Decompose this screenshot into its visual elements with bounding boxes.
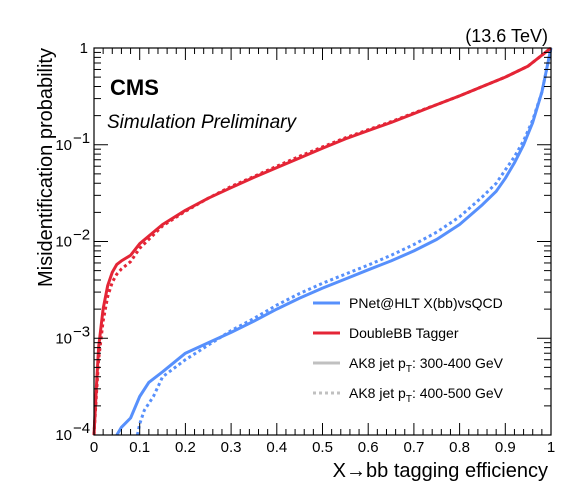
- y-axis-title: Misidentification probability: [35, 48, 57, 287]
- legend-label-3: AK8 jet pT: 400-500 GeV: [349, 385, 504, 405]
- y-tick-exponent: −3: [73, 323, 90, 340]
- series-line-1: [135, 47, 553, 436]
- x-tick-label: 1: [547, 439, 555, 456]
- x-tick-label: 0.7: [403, 439, 424, 456]
- y-tick-label: 1: [80, 40, 88, 57]
- x-tick-label: 0.1: [129, 439, 150, 456]
- series-layer: [92, 46, 553, 436]
- y-tick-exponent: −1: [73, 130, 90, 147]
- x-tick-label: 0: [90, 439, 98, 456]
- x-tick-label: 0.6: [358, 439, 379, 456]
- y-tick-label: 10: [55, 330, 72, 347]
- y-tick-exponent: −2: [73, 227, 90, 244]
- series-line-3: [92, 46, 552, 436]
- series-line-0: [115, 47, 553, 436]
- x-axis-title: X→bb tagging efficiency: [333, 460, 548, 482]
- cms-label: CMS: [110, 75, 159, 100]
- energy-label: (13.6 TeV): [465, 26, 548, 46]
- y-tick-exponent: −4: [73, 420, 90, 437]
- legend-label-1: DoubleBB Tagger: [349, 325, 459, 341]
- simulation-preliminary-label: Simulation Preliminary: [107, 112, 298, 133]
- x-tick-label: 0.8: [449, 439, 470, 456]
- legend-label-2: AK8 jet pT: 300-400 GeV: [349, 355, 504, 375]
- legend: PNet@HLT X(bb)vsQCD DoubleBB Tagger AK8 je…: [313, 295, 504, 405]
- x-tick-label: 0.5: [312, 439, 333, 456]
- x-tick-label: 0.2: [175, 439, 196, 456]
- y-tick-label: 10: [55, 137, 72, 154]
- y-tick-label: 10: [55, 234, 72, 251]
- x-tick-label: 0.4: [266, 439, 287, 456]
- y-tick-label: 10: [55, 427, 72, 444]
- series-line-2: [92, 46, 552, 436]
- axis-ticks: [93, 48, 552, 436]
- x-tick-label: 0.3: [221, 439, 242, 456]
- legend-label-0: PNet@HLT X(bb)vsQCD: [349, 295, 503, 311]
- plot-frame: [93, 47, 552, 436]
- x-tick-label: 0.9: [495, 439, 516, 456]
